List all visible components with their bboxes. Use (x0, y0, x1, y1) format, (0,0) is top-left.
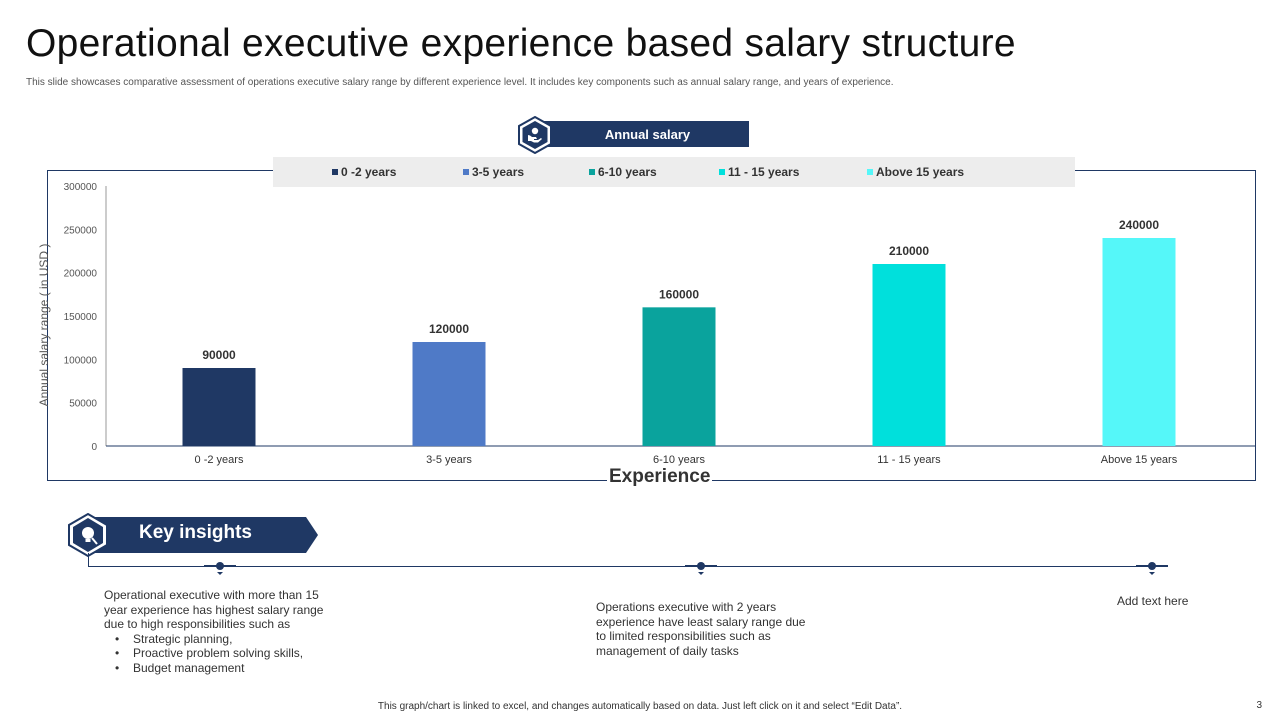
insights-timeline (88, 566, 1168, 567)
y-axis-title: Annual salary range ( in USD ) (37, 243, 51, 407)
x-tick-label: Above 15 years (1101, 454, 1178, 466)
bar (412, 342, 486, 446)
legend-label: 3-5 years (472, 165, 525, 179)
legend-label: 6-10 years (598, 165, 657, 179)
insight-1-line: due to high responsibilities such as (104, 617, 291, 631)
legend-swatch (332, 169, 338, 175)
x-tick-label: 11 - 15 years (877, 454, 941, 466)
legend-swatch (463, 169, 469, 175)
insight-3: Add text here (1117, 594, 1189, 608)
timeline-marker-2 (685, 562, 717, 575)
badge-label: Annual salary (536, 121, 749, 147)
insight-2-line: experience have least salary range due (596, 614, 806, 629)
legend-label: 11 - 15 years (728, 165, 800, 179)
bar-value-label: 120000 (429, 322, 469, 336)
bar-value-label: 240000 (1119, 218, 1159, 232)
legend-item: Above 15 years (867, 157, 964, 187)
insight-1-bullet: Proactive problem solving skills, (115, 646, 323, 661)
hand-holding-money-icon (518, 116, 552, 154)
insight-1-line: year experience has highest salary range (104, 602, 324, 617)
y-tick-label: 50000 (69, 399, 97, 410)
y-tick-label: 250000 (64, 225, 98, 236)
page-subtitle: This slide showcases comparative assessm… (26, 77, 894, 88)
bar (872, 264, 946, 446)
footer-note: This graph/chart is linked to excel, and… (377, 701, 903, 712)
chart-legend: 0 -2 years 3-5 years 6-10 years 11 - 15 yea… (273, 157, 1075, 187)
timeline-marker-3 (1136, 562, 1168, 575)
legend-item: 0 -2 years (332, 157, 396, 187)
insight-2-line: to limited responsibilities such as (596, 629, 771, 643)
legend-item: 6-10 years (589, 157, 657, 187)
page-number: 3 (1256, 700, 1262, 711)
y-tick-label: 0 (91, 442, 97, 453)
bar-value-label: 90000 (202, 348, 236, 362)
x-tick-label: 3-5 years (426, 454, 472, 466)
y-tick-label: 300000 (64, 182, 98, 193)
legend-swatch (719, 169, 725, 175)
legend-label: 0 -2 years (341, 165, 397, 179)
bar-value-label: 160000 (659, 287, 699, 301)
annual-salary-badge: Annual salary (516, 116, 750, 154)
bar (182, 368, 256, 446)
legend-label: Above 15 years (876, 165, 965, 179)
page-title: Operational executive experience based s… (26, 22, 1016, 65)
bar (1102, 238, 1176, 446)
legend-swatch (589, 169, 595, 175)
legend-item: 3-5 years (463, 157, 524, 187)
timeline-stub (88, 553, 89, 567)
bar (642, 307, 716, 446)
insight-1-bullet: Strategic planning, (115, 632, 323, 647)
insight-1: Operational executive with more than 15 … (104, 588, 323, 675)
key-insights-banner (88, 517, 318, 553)
lightbulb-magnifier-icon (68, 513, 108, 557)
y-tick-label: 100000 (64, 355, 98, 366)
legend-swatch (867, 169, 873, 175)
insight-2: Operations executive with 2 years experi… (596, 600, 805, 658)
insight-1-line: Operational executive with more than 15 (104, 588, 319, 602)
legend-item: 11 - 15 years (719, 157, 799, 187)
timeline-marker-1 (204, 562, 236, 575)
y-tick-label: 200000 (64, 269, 98, 280)
y-tick-label: 150000 (64, 312, 98, 323)
x-tick-label: 0 -2 years (195, 454, 244, 466)
key-insights-heading: Key insights (139, 522, 252, 543)
insight-2-line: management of daily tasks (596, 643, 739, 658)
insight-2-line: Operations executive with 2 years (596, 600, 777, 614)
bar-value-label: 210000 (889, 244, 929, 258)
insight-1-bullet: Budget management (115, 661, 323, 676)
x-axis-title: Experience (607, 466, 713, 488)
x-tick-label: 6-10 years (653, 454, 705, 466)
